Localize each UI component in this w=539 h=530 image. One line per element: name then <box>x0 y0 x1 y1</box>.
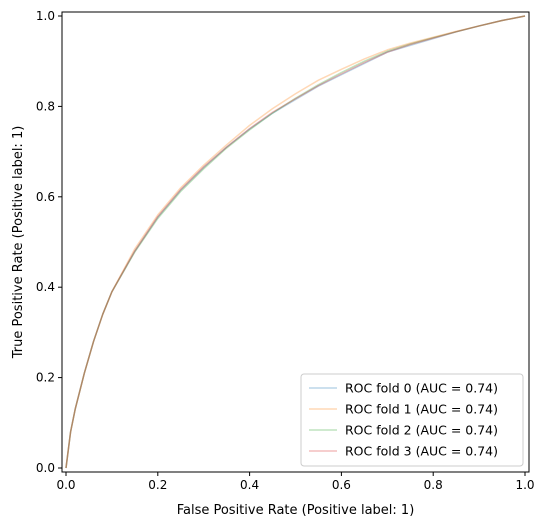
legend: ROC fold 0 (AUC = 0.74) ROC fold 1 (AUC =… <box>301 374 523 466</box>
x-tick-label: 0.0 <box>56 478 75 492</box>
legend-label-fold-0: ROC fold 0 (AUC = 0.74) <box>345 381 498 396</box>
y-tick-label: 0.0 <box>36 461 55 475</box>
x-tick-label: 0.6 <box>332 478 351 492</box>
legend-label-fold-1: ROC fold 1 (AUC = 0.74) <box>345 402 498 417</box>
y-tick-label: 0.2 <box>36 371 55 385</box>
x-axis-label: False Positive Rate (Positive label: 1) <box>177 503 415 518</box>
y-axis-label: True Positive Rate (Positive label: 1) <box>11 126 26 360</box>
y-tick-label: 0.4 <box>36 280 55 294</box>
x-tick-label: 0.8 <box>424 478 443 492</box>
y-tick-label: 0.8 <box>36 99 55 113</box>
legend-label-fold-2: ROC fold 2 (AUC = 0.74) <box>345 423 498 438</box>
y-tick-label: 0.6 <box>36 190 55 204</box>
x-tick-label: 0.4 <box>240 478 259 492</box>
x-tick-label: 1.0 <box>515 478 534 492</box>
x-tick-label: 0.2 <box>148 478 167 492</box>
legend-label-fold-3: ROC fold 3 (AUC = 0.74) <box>345 444 498 459</box>
y-tick-label: 1.0 <box>36 9 55 23</box>
